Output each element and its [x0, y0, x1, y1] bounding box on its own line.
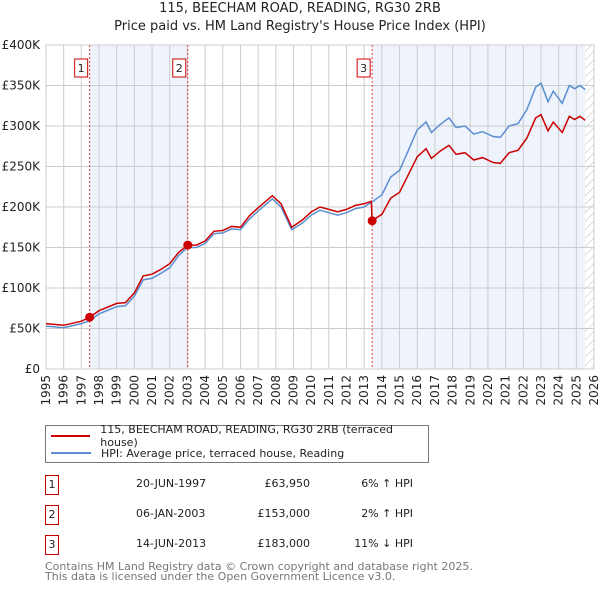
legend-label: HPI: Average price, terraced house, Read…	[101, 446, 345, 460]
sale-hpi-diff: 6% ↑ HPI	[361, 477, 413, 490]
x-tick-label: 2014	[375, 375, 389, 406]
line-chart: £0 £50K £100K £150K £200K £250K £300K £350K £400…	[2, 38, 600, 406]
sale-label-box	[356, 58, 371, 78]
sale-hpi-diff: 2% ↑ HPI	[361, 507, 413, 520]
x-tick-label: 1995	[39, 375, 53, 406]
x-tick-label: 2001	[145, 375, 159, 406]
sale-label-box	[172, 58, 187, 78]
y-tick-label: £100K	[2, 281, 42, 295]
plot-frame	[45, 44, 595, 370]
x-tick-label: 2023	[534, 375, 548, 406]
sale-hpi-diff: 11% ↓ HPI	[354, 537, 413, 550]
sale-badge: 2	[45, 505, 59, 525]
legend: 115, BEECHAM ROAD, READING, RG30 2RB (te…	[45, 423, 429, 463]
x-tick-label: 2008	[269, 375, 283, 406]
y-tick-label: £250K	[2, 160, 42, 174]
y-tick-label: £150K	[2, 241, 42, 255]
y-tick-label: £300K	[2, 119, 42, 133]
legend-swatch-red	[51, 435, 91, 437]
hpi-line	[45, 81, 586, 329]
footer-licence: This data is licensed under the Open Gov…	[45, 570, 396, 583]
sale-badge: 3	[45, 535, 59, 555]
x-tick-label: 2000	[127, 375, 141, 406]
x-tick-label: 2024	[552, 375, 566, 406]
legend-label: 115, BEECHAM ROAD, READING, RG30 2RB (te…	[100, 423, 393, 449]
x-tick-label: 2006	[233, 375, 247, 406]
sale-date: 06-JAN-2003	[136, 507, 206, 520]
x-tick-label: 2002	[163, 375, 177, 406]
x-tick-label: 2004	[198, 375, 212, 406]
x-tick-label: 2010	[304, 375, 318, 406]
chart-subtitle: Price paid vs. HM Land Registry's House …	[114, 19, 486, 34]
sale-point	[367, 216, 377, 226]
legend-item-hpi: HPI: Average price, terraced house, Read…	[46, 445, 344, 461]
x-tick-label: 2020	[481, 375, 495, 406]
x-tick-label: 2009	[286, 375, 300, 406]
x-tick-label: 2007	[251, 375, 265, 406]
x-tick-label: 2026	[587, 375, 600, 406]
x-tick-label: 2022	[516, 375, 530, 406]
x-tick-label: 2019	[463, 375, 477, 406]
x-tick-label: 2012	[340, 375, 354, 406]
sale-price: £63,950	[264, 477, 311, 490]
sale-date: 14-JUN-2013	[136, 537, 207, 550]
chart-title: 115, BEECHAM ROAD, READING, RG30 2RB	[159, 1, 441, 16]
sale-label: 3	[360, 62, 367, 75]
sale-label: 1	[78, 62, 85, 75]
x-tick-label: 1999	[110, 375, 124, 406]
x-tick-label: 2005	[216, 375, 230, 406]
x-tick-label: 2016	[410, 375, 424, 406]
footer-copyright: Contains HM Land Registry data © Crown c…	[45, 560, 473, 573]
sale-row: 3 14-JUN-2013 £183,000 11% ↓ HPI	[45, 535, 465, 557]
x-tick-label: 2025	[569, 375, 583, 406]
x-tick-label: 2013	[357, 375, 371, 406]
sale-date: 20-JUN-1997	[136, 477, 207, 490]
sale-point	[183, 240, 193, 250]
sale-row: 1 20-JUN-1997 £63,950 6% ↑ HPI	[45, 475, 465, 497]
y-tick-label: £350K	[2, 79, 42, 93]
sale-point	[85, 312, 95, 322]
sale-badge: 1	[45, 475, 59, 495]
sale-row: 2 06-JAN-2003 £153,000 2% ↑ HPI	[45, 505, 465, 527]
y-tick-label: £200K	[2, 200, 42, 214]
x-tick-label: 1996	[57, 375, 71, 406]
x-tick-label: 2015	[393, 375, 407, 406]
sale-label-box	[74, 58, 89, 78]
legend-swatch-blue	[51, 452, 91, 454]
sale-label: 2	[176, 62, 183, 75]
x-tick-label: 1998	[92, 375, 106, 406]
x-tick-label: 2018	[446, 375, 460, 406]
y-tick-label: £400K	[2, 38, 42, 52]
y-tick-label: £50K	[9, 322, 41, 336]
x-tick-label: 2021	[499, 375, 513, 406]
x-tick-label: 2017	[428, 375, 442, 406]
sale-price: £153,000	[257, 507, 311, 520]
x-tick-label: 2003	[180, 375, 194, 406]
y-tick-label: £0	[25, 362, 40, 376]
x-tick-label: 1997	[74, 375, 88, 406]
legend-item-price-paid: 115, BEECHAM ROAD, READING, RG30 2RB (te…	[46, 423, 428, 449]
sale-price: £183,000	[257, 537, 311, 550]
x-tick-label: 2011	[322, 375, 336, 406]
price-paid-line	[45, 113, 586, 327]
